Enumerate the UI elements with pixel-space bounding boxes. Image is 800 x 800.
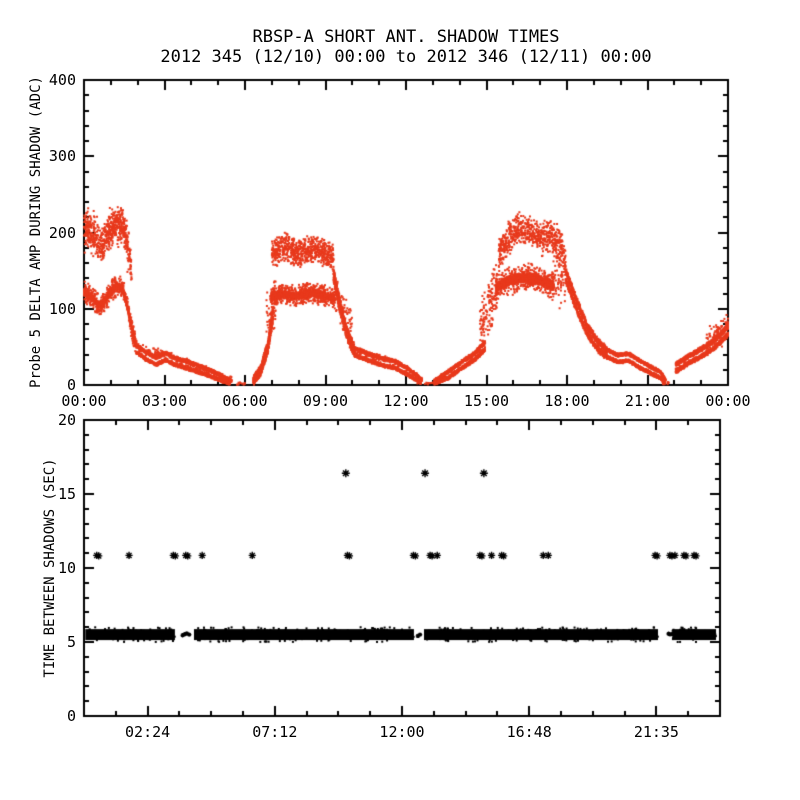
top-panel-y-tick-label: 200 [48,223,76,242]
top-panel-x-tick-label: 18:00 [544,392,590,410]
top-panel-y-tick-label: 100 [48,299,76,318]
top-panel-x-tick-label: 12:00 [383,392,429,410]
main-title: RBSP-A SHORT ANT. SHADOW TIMES [252,27,560,47]
top-panel-x-tick-label: 21:00 [624,392,671,410]
bottom-panel-y-tick-label: 15 [57,485,76,503]
top-panel-x-tick-label: 00:00 [705,392,751,410]
bottom-panel-y-tick-label: 10 [57,559,76,577]
bottom-panel-y-tick-label: 5 [66,633,76,651]
bottom-panel-x-tick-label: 07:12 [252,723,298,741]
top-panel-y-tick-label: 400 [48,71,76,89]
top-panel-y-tick-label: 300 [48,147,76,166]
top-panel-x-tick-label: 15:00 [463,392,510,410]
top-panel-x-tick-label: 00:00 [61,392,107,410]
bottom-panel-y-tick-label: 20 [57,411,76,429]
bottom-panel-y-tick-label: 0 [66,707,76,725]
top-panel-x-tick-label: 06:00 [222,392,268,410]
date-range-subtitle: 2012 345 (12/10) 00:00 to 2012 346 (12/1… [160,47,652,67]
top-panel-x-tick-label: 03:00 [141,392,188,410]
bottom-panel-x-tick-label: 21:35 [633,723,679,741]
top-panel-y-tick-label: 0 [66,376,76,394]
bottom-panel-x-tick-label: 12:00 [379,723,425,741]
bottom-panel-x-tick-label: 02:24 [125,723,171,741]
bottom-panel-x-tick-label: 16:48 [506,723,552,741]
top-panel-x-tick-label: 09:00 [302,392,349,410]
